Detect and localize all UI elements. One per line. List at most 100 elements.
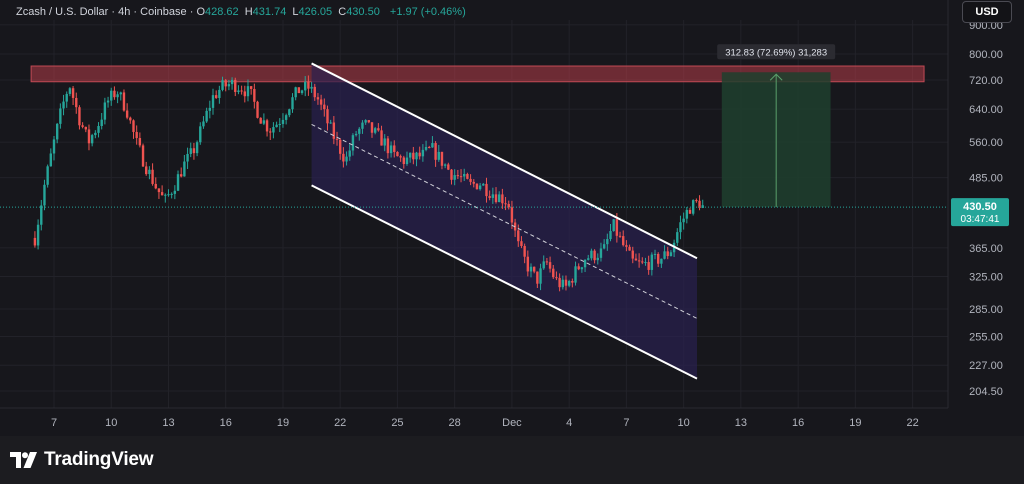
- symbol-header: Zcash / U.S. Dollar · 4h · Coinbase · O4…: [16, 4, 466, 20]
- candle-up: [602, 244, 606, 249]
- candle-up: [389, 145, 393, 154]
- chart-panel[interactable]: 312.83 (72.69%) 31,283 900.00 800.00 720.0…: [0, 0, 1024, 436]
- price-tick-label: 800.00: [969, 49, 1003, 61]
- candle-down: [555, 277, 558, 279]
- candle-up: [606, 239, 609, 245]
- candle-up: [408, 152, 412, 158]
- candle-down: [129, 117, 132, 121]
- symbol-name[interactable]: Zcash / U.S. Dollar: [16, 6, 109, 18]
- candle-up: [679, 222, 682, 233]
- candle-up: [529, 266, 533, 272]
- candle-down: [434, 143, 437, 160]
- candle-up: [348, 150, 351, 157]
- candle-down: [558, 277, 561, 288]
- candle-up: [94, 132, 97, 136]
- candle-down: [234, 79, 237, 93]
- candle-up: [90, 135, 94, 144]
- candle-down: [552, 268, 555, 278]
- candle-down: [135, 131, 138, 139]
- currency-button[interactable]: USD: [962, 1, 1012, 23]
- candle-up: [539, 268, 542, 284]
- candle-down: [380, 130, 383, 146]
- candle-down: [634, 258, 638, 261]
- candle-down: [81, 125, 84, 127]
- high-label: H: [244, 6, 253, 18]
- time-tick-label: 4: [566, 417, 572, 429]
- candle-up: [68, 88, 72, 94]
- time-tick-label: 7: [51, 417, 57, 429]
- time-tick-label: 16: [792, 417, 804, 429]
- candle-down: [577, 266, 580, 270]
- tradingview-logo[interactable]: TradingView: [10, 449, 154, 471]
- candle-down: [507, 203, 510, 208]
- candle-up: [574, 266, 577, 283]
- candle-down: [548, 262, 552, 269]
- candle-down: [466, 173, 469, 179]
- candle-up: [230, 79, 234, 85]
- candle-up: [587, 258, 590, 260]
- candle-down: [132, 120, 135, 132]
- candle-up: [59, 108, 62, 124]
- candle-down: [342, 153, 345, 162]
- candle-up: [650, 254, 654, 270]
- candle-up: [291, 97, 294, 110]
- tradingview-logo-icon: [10, 452, 37, 468]
- candle-down: [564, 279, 568, 286]
- candle-down: [526, 256, 530, 272]
- candle-up: [278, 123, 281, 125]
- candle-down: [666, 251, 669, 257]
- candle-down: [180, 174, 183, 177]
- time-tick-label: Dec: [502, 417, 522, 429]
- candle-down: [75, 97, 78, 108]
- measure-label: 312.83 (72.69%) 31,283: [725, 47, 827, 58]
- price-tick-label: 227.00: [969, 360, 1003, 372]
- candle-up: [237, 90, 240, 93]
- price-chart[interactable]: 312.83 (72.69%) 31,283 900.00800.00720.0…: [0, 0, 1024, 436]
- candle-up: [676, 232, 679, 243]
- bar-countdown: 03:47:41: [961, 214, 1000, 225]
- candle-up: [40, 205, 43, 225]
- candle-up: [364, 120, 367, 123]
- candle-down: [335, 138, 339, 140]
- candle-up: [567, 280, 571, 286]
- candle-down: [224, 80, 227, 87]
- candle-down: [71, 88, 75, 98]
- candle-down: [386, 138, 390, 154]
- candle-down: [523, 245, 526, 257]
- channel-mid-line: [311, 123, 698, 319]
- candle-down: [450, 169, 453, 180]
- interval-label[interactable]: 4h: [118, 6, 131, 18]
- candle-up: [358, 128, 361, 134]
- time-tick-label: 7: [623, 417, 629, 429]
- candle-up: [542, 261, 545, 269]
- candle-up: [36, 224, 40, 246]
- candle-up: [100, 119, 103, 126]
- candle-down: [418, 152, 421, 157]
- candle-down: [154, 183, 157, 189]
- measure-label-box: [717, 44, 836, 60]
- candle-down: [501, 194, 504, 204]
- candle-up: [596, 257, 599, 261]
- price-tick-label: 560.00: [969, 137, 1003, 149]
- candle-up: [62, 101, 65, 109]
- candle-up: [685, 209, 689, 219]
- candle-up: [478, 185, 482, 190]
- candle-down: [125, 110, 129, 118]
- candle-up: [329, 122, 332, 124]
- candle-up: [46, 166, 49, 185]
- candle-down: [631, 250, 634, 259]
- candle-down: [485, 183, 488, 197]
- candle-down: [447, 164, 450, 170]
- candle-down: [412, 152, 415, 160]
- candle-down: [323, 104, 326, 110]
- candle-down: [259, 117, 262, 124]
- candle-up: [580, 267, 584, 270]
- drawings-layer[interactable]: [311, 62, 698, 380]
- candles-layer: [33, 75, 704, 292]
- exchange-label: Coinbase: [140, 6, 187, 18]
- candle-up: [275, 124, 278, 128]
- candle-down: [145, 166, 148, 175]
- brand-name: TradingView: [44, 449, 154, 470]
- channel-lower-line: [311, 184, 698, 380]
- candle-up: [167, 194, 170, 196]
